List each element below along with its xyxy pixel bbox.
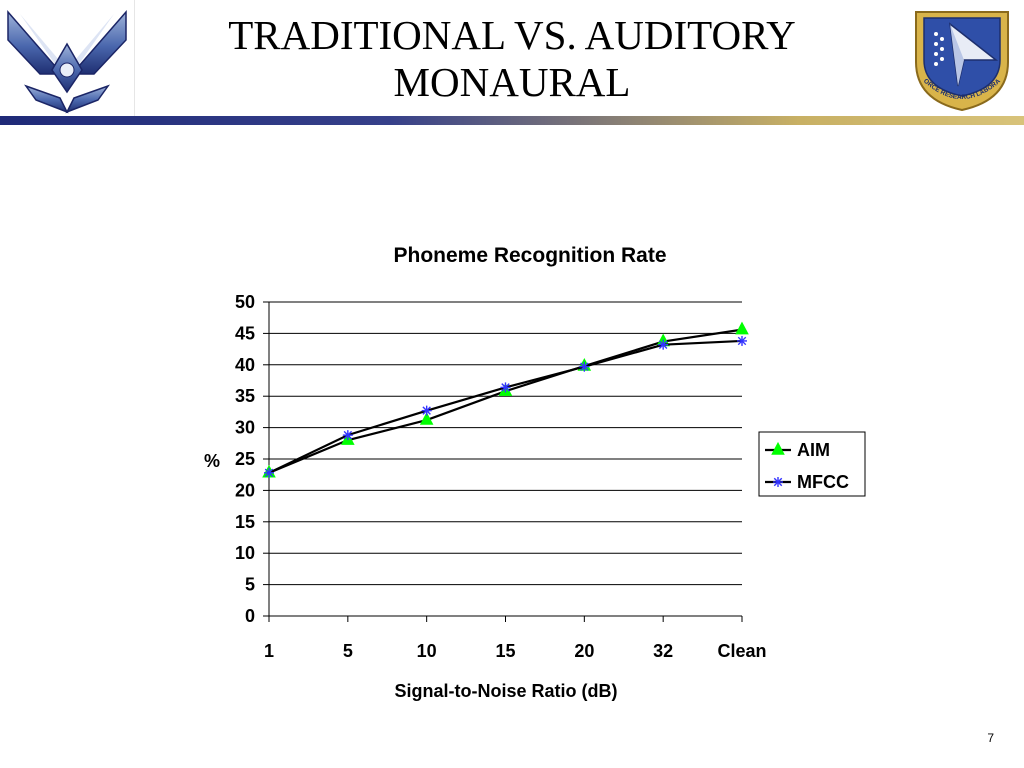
slide-title: TRADITIONAL VS. AUDITORY MONAURAL [150, 12, 874, 106]
x-tick-label: 10 [417, 641, 437, 661]
x-tick-label: 5 [343, 641, 353, 661]
legend-box [758, 431, 866, 497]
chart-title: Phoneme Recognition Rate [393, 244, 666, 267]
x-tick-label: Clean [717, 641, 766, 661]
mfcc-data-point [500, 382, 511, 393]
afrl-shield-logo: AIR FORCE RESEARCH LABORATORY [903, 0, 1018, 114]
title-underline-bar [0, 116, 1024, 125]
mfcc-legend-label: MFCC [797, 472, 849, 492]
y-tick-label: 25 [235, 449, 255, 469]
x-axis-label: Signal-to-Noise Ratio (dB) [395, 681, 618, 701]
series [262, 321, 749, 478]
mfcc-legend-marker [773, 477, 783, 487]
mfcc-data-point [342, 430, 353, 441]
slide-title-line-1: TRADITIONAL VS. AUDITORY [228, 12, 796, 58]
aim-legend-label: AIM [797, 440, 830, 460]
afrl-shield-icon: AIR FORCE RESEARCH LABORATORY [903, 0, 1009, 112]
x-tick-label: 32 [653, 641, 673, 661]
gridlines [269, 301, 742, 586]
page-number: 7 [987, 731, 994, 745]
y-tick-label: 30 [235, 418, 255, 438]
aim-data-point [419, 411, 434, 425]
mfcc-data-point [579, 361, 590, 372]
aim-data-point [735, 321, 749, 335]
mfcc-series-line [268, 339, 743, 474]
x-tick-label: 20 [574, 641, 594, 661]
y-axis-label: % [204, 451, 220, 471]
x-tick-label: 15 [495, 641, 515, 661]
mfcc-data-point [421, 405, 432, 416]
mfcc-data-point [264, 467, 274, 478]
y-tick-label: 45 [235, 323, 255, 343]
air-force-wings-logo [0, 0, 135, 116]
y-tick-label: 40 [235, 355, 255, 375]
mfcc-data-point [737, 335, 747, 346]
mfcc-data-point [658, 339, 669, 350]
x-tick-label: 1 [264, 641, 274, 661]
legend: AIM MFCC [758, 431, 866, 497]
y-tick-label: 5 [245, 575, 255, 595]
y-tick-label: 10 [235, 543, 255, 563]
aim-series-line [268, 328, 743, 474]
slide-title-line-2: MONAURAL [393, 59, 631, 105]
y-tick-label: 50 [235, 292, 255, 312]
y-tick-label: 20 [235, 480, 255, 500]
y-tick-label: 15 [235, 512, 255, 532]
air-force-wings-icon [7, 9, 127, 114]
aim-legend-marker [771, 441, 785, 455]
y-tick-label: 35 [235, 386, 255, 406]
y-tick-label: 0 [245, 606, 255, 626]
